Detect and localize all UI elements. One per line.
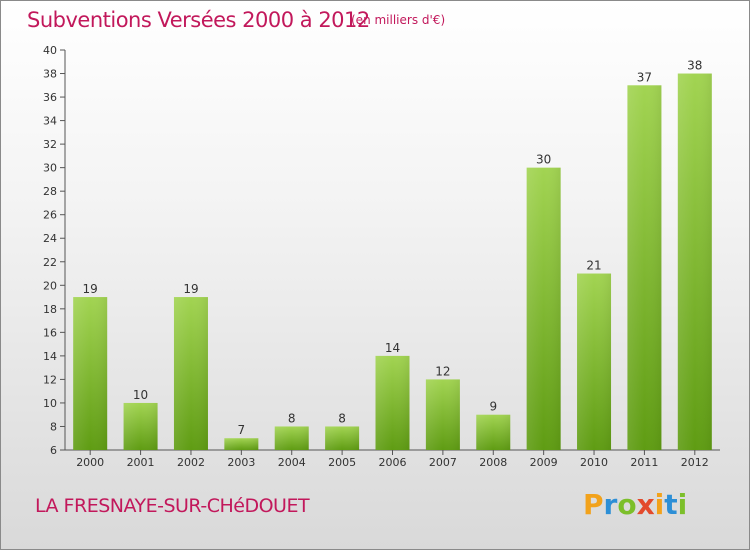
y-tick-label: 32	[43, 138, 57, 151]
bar-shine	[526, 167, 561, 450]
x-tick-label: 2008	[479, 456, 507, 469]
data-label: 38	[687, 59, 702, 73]
x-tick-label: 2001	[127, 456, 155, 469]
y-tick-label: 10	[43, 397, 57, 410]
data-label: 19	[83, 282, 98, 296]
chart-title: Subventions Versées 2000 à 2012	[27, 8, 370, 32]
logo-letter: i	[677, 488, 688, 521]
y-tick-label: 38	[43, 68, 57, 81]
data-label: 7	[238, 423, 246, 437]
y-tick-label: 22	[43, 256, 57, 269]
x-tick-label: 2012	[681, 456, 709, 469]
y-tick-label: 24	[43, 232, 57, 245]
bar-shine	[476, 414, 511, 450]
data-label: 9	[489, 400, 497, 414]
y-tick-label: 20	[43, 279, 57, 292]
y-tick-label: 6	[50, 444, 57, 457]
logo-letter: o	[617, 488, 637, 521]
bars-group	[73, 73, 712, 450]
y-tick-label: 28	[43, 185, 57, 198]
x-tick-label: 2009	[530, 456, 558, 469]
x-tick-label: 2011	[630, 456, 658, 469]
bar-shine	[73, 297, 108, 450]
logo-letter: r	[603, 488, 618, 521]
x-tick-label: 2005	[328, 456, 356, 469]
data-label: 21	[586, 259, 601, 273]
bar-shine	[173, 297, 208, 450]
logo-letter: t	[664, 488, 678, 521]
logo-letter: x	[636, 488, 655, 521]
data-label: 30	[536, 153, 551, 167]
y-tick-label: 8	[50, 420, 57, 433]
x-axis: 2000 2001 2002 2003 2004 2005 2006 2007 2008 2009…	[65, 449, 720, 469]
y-tick-label: 26	[43, 209, 57, 222]
data-label: 10	[133, 388, 148, 402]
bar-shine	[274, 426, 309, 450]
data-label: 12	[435, 364, 450, 378]
bar-shine	[224, 438, 259, 450]
y-tick-label: 16	[43, 326, 57, 339]
bar-shine	[325, 426, 360, 450]
bar-shine	[123, 402, 158, 450]
y-tick-label: 30	[43, 162, 57, 175]
x-tick-label: 2003	[227, 456, 255, 469]
y-tick-label: 14	[43, 350, 57, 363]
y-tick-label: 12	[43, 373, 57, 386]
bar-shine	[425, 379, 460, 450]
proxiti-logo: Proxiti	[583, 488, 687, 521]
data-label: 37	[637, 70, 652, 84]
logo-letter: i	[654, 488, 665, 521]
x-tick-label: 2002	[177, 456, 205, 469]
logo-letter: P	[583, 488, 604, 521]
data-label: 19	[183, 282, 198, 296]
data-label: 8	[288, 411, 296, 425]
bar-shine	[375, 355, 410, 450]
bar-shine	[577, 273, 612, 450]
y-tick-label: 36	[43, 91, 57, 104]
bar-shine	[627, 85, 662, 450]
x-tick-label: 2000	[76, 456, 104, 469]
y-tick-label: 40	[43, 44, 57, 57]
x-tick-label: 2004	[278, 456, 306, 469]
x-tick-label: 2006	[379, 456, 407, 469]
y-tick-label: 34	[43, 115, 57, 128]
data-label: 14	[385, 341, 400, 355]
data-label: 8	[338, 411, 346, 425]
y-axis: 6 8 10 12 14 16 18 20 22 24 26 28 30 32 34 36 38 40	[43, 44, 66, 457]
chart-subtitle: (en milliers d'€)	[351, 13, 446, 27]
x-tick-label: 2010	[580, 456, 608, 469]
y-tick-label: 18	[43, 303, 57, 316]
bar-shine	[677, 73, 712, 450]
data-labels-group: 19 10 19 7 8 8 14 12 9 30 21 37 38	[83, 59, 703, 438]
x-tick-label: 2007	[429, 456, 457, 469]
location-name: LA FRESNAYE-SUR-CHéDOUET	[35, 495, 310, 517]
